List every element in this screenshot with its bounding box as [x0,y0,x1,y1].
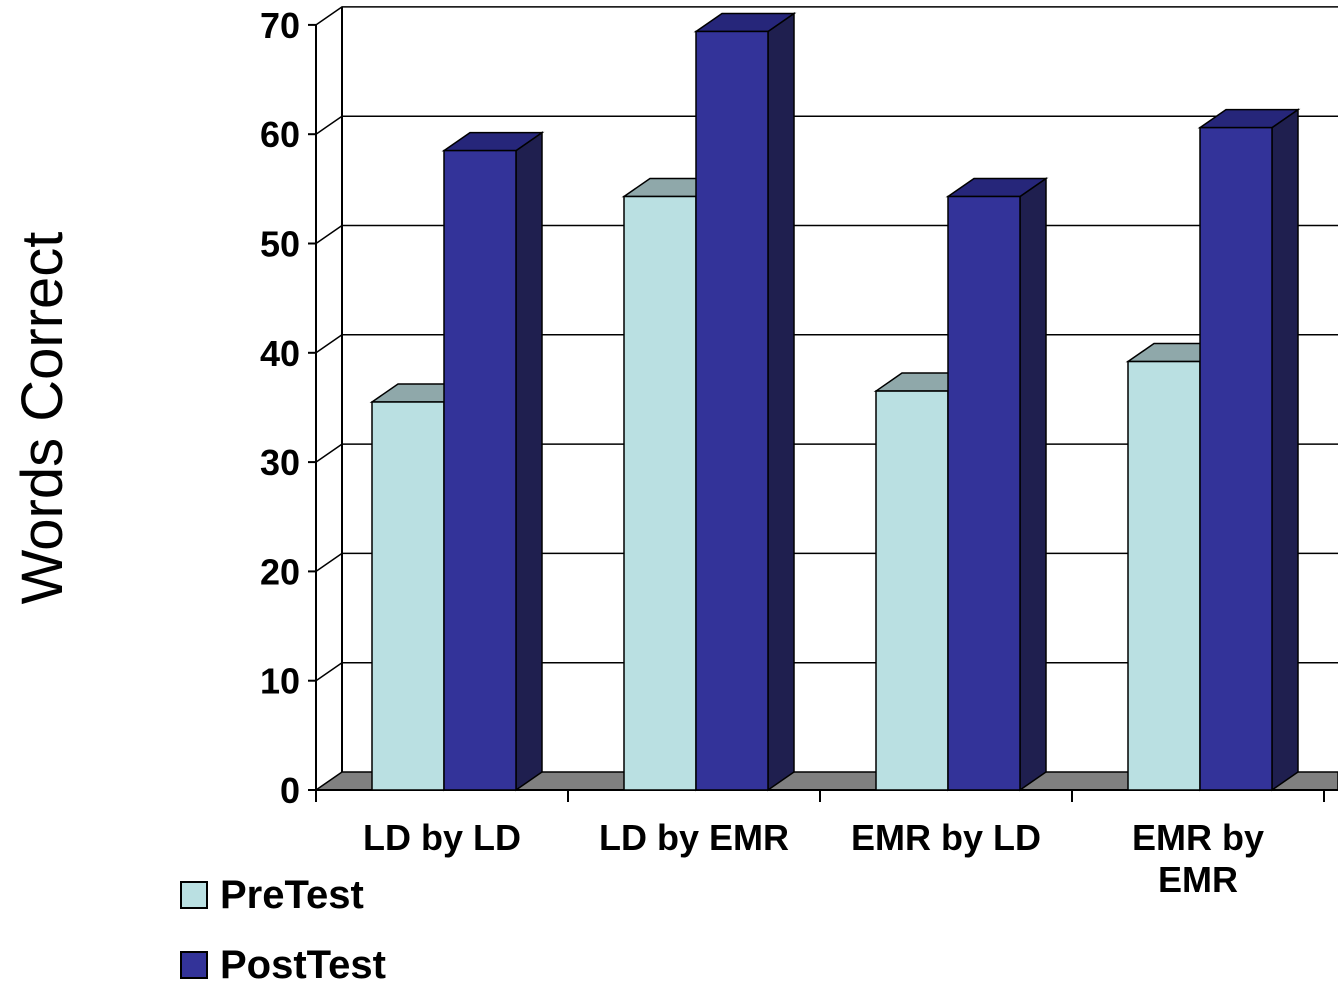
bar-posttest-0 [441,131,545,792]
y-tick-label: 0 [280,770,300,811]
y-tick-label: 30 [260,442,300,483]
legend-item-posttest: PostTest [180,930,386,1000]
bar-posttest-1 [693,12,797,792]
legend-item-pretest: PreTest [180,860,386,930]
y-tick-label: 60 [260,114,300,155]
bar-posttest-2 [945,177,1049,792]
gridline [315,6,1338,26]
x-tick-label: LD by LD [363,817,521,858]
y-tick-label: 40 [260,333,300,374]
x-tick-label: LD by EMR [599,817,789,858]
x-tick-label: EMR by EMR [1132,817,1264,900]
bar-layer [369,12,1301,792]
legend-swatch-pretest [180,881,208,909]
legend: PreTest PostTest [180,860,386,1000]
x-tick-label: EMR by LD [851,817,1041,858]
y-axis-label: Words Correct [10,232,75,605]
category-labels: LD by LD LD by EMR EMR by LD EMR by EMR [363,817,1264,900]
tick-layer: 0 10 20 30 40 50 60 70 [260,5,1338,811]
y-tick-label: 50 [260,224,300,265]
y-tick-label: 20 [260,551,300,592]
legend-swatch-posttest [180,951,208,979]
bar-posttest-3 [1197,108,1301,792]
y-tick-label: 10 [260,661,300,702]
y-tick-label: 70 [260,5,300,46]
gridline [315,115,1338,135]
legend-label-pretest: PreTest [220,872,364,917]
legend-label-posttest: PostTest [220,942,386,987]
